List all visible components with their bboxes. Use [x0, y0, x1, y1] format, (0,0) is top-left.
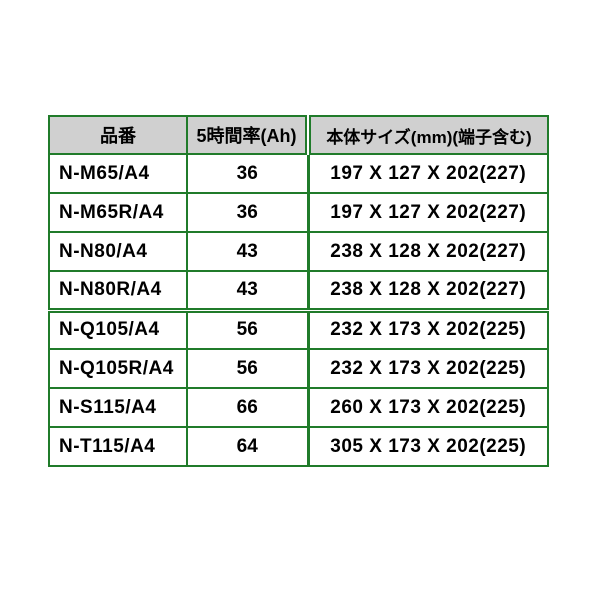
table-row: N-T115/A4 64 305 X 173 X 202(225) [48, 426, 549, 467]
column-header-body-size: 本体サイズ(mm)(端子含む) [305, 115, 549, 155]
cell-part-number: N-M65/A4 [48, 153, 188, 194]
cell-part-number: N-Q105/A4 [48, 307, 188, 350]
table-row: N-M65R/A4 36 197 X 127 X 202(227) [48, 192, 549, 233]
cell-part-number: N-S115/A4 [48, 387, 188, 428]
cell-capacity-5hr: 36 [186, 153, 309, 194]
column-header-capacity-5hr: 5時間率(Ah) [186, 115, 309, 155]
cell-body-size: 305 X 173 X 202(225) [306, 426, 549, 467]
cell-body-size: 238 X 128 X 202(227) [306, 231, 549, 272]
cell-capacity-5hr: 64 [186, 426, 309, 467]
table-header-row: 品番 5時間率(Ah) 本体サイズ(mm)(端子含む) [48, 115, 549, 155]
table-row: N-Q105/A4 56 232 X 173 X 202(225) [48, 307, 549, 350]
cell-capacity-5hr: 56 [186, 348, 309, 389]
cell-body-size: 197 X 127 X 202(227) [306, 192, 549, 233]
battery-spec-table: 品番 5時間率(Ah) 本体サイズ(mm)(端子含む) N-M65/A4 36 … [48, 115, 549, 467]
cell-body-size: 197 X 127 X 202(227) [306, 153, 549, 194]
table-row: N-N80R/A4 43 238 X 128 X 202(227) [48, 270, 549, 311]
cell-capacity-5hr: 43 [186, 270, 309, 311]
cell-body-size: 238 X 128 X 202(227) [306, 270, 549, 311]
cell-capacity-5hr: 43 [186, 231, 309, 272]
cell-part-number: N-T115/A4 [48, 426, 188, 467]
table-row: N-N80/A4 43 238 X 128 X 202(227) [48, 231, 549, 272]
cell-capacity-5hr: 56 [186, 307, 309, 350]
cell-body-size: 232 X 173 X 202(225) [306, 307, 549, 350]
cell-part-number: N-M65R/A4 [48, 192, 188, 233]
cell-body-size: 260 X 173 X 202(225) [306, 387, 549, 428]
table-row: N-Q105R/A4 56 232 X 173 X 202(225) [48, 348, 549, 389]
cell-part-number: N-N80R/A4 [48, 270, 188, 311]
column-header-part-number: 品番 [48, 115, 188, 155]
table-row: N-M65/A4 36 197 X 127 X 202(227) [48, 153, 549, 194]
cell-part-number: N-N80/A4 [48, 231, 188, 272]
cell-capacity-5hr: 66 [186, 387, 309, 428]
cell-capacity-5hr: 36 [186, 192, 309, 233]
cell-part-number: N-Q105R/A4 [48, 348, 188, 389]
cell-body-size: 232 X 173 X 202(225) [306, 348, 549, 389]
table-row: N-S115/A4 66 260 X 173 X 202(225) [48, 387, 549, 428]
